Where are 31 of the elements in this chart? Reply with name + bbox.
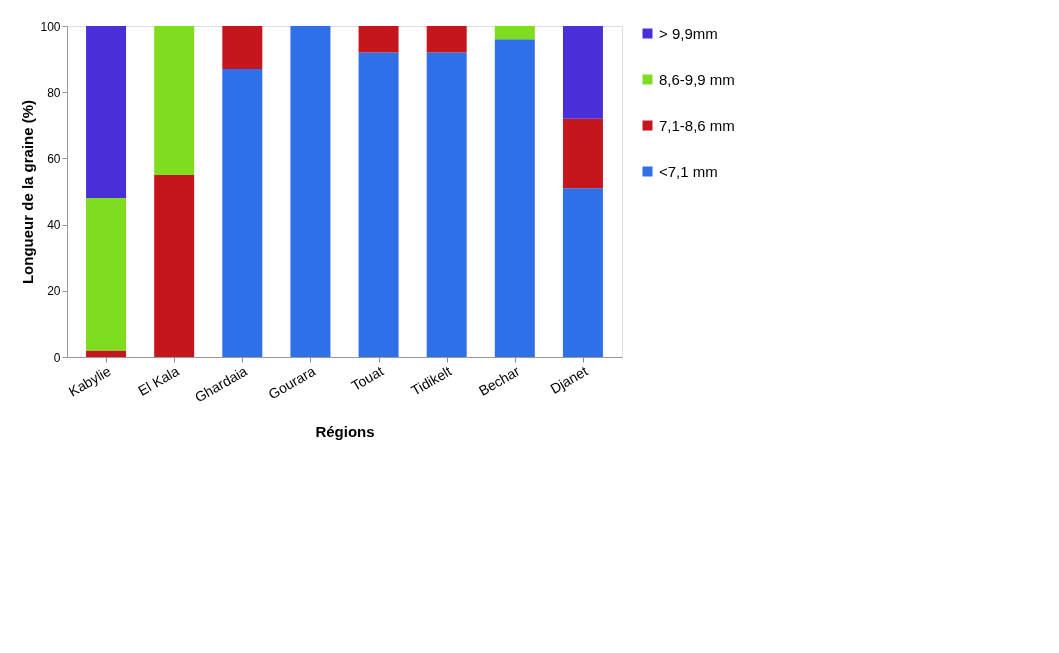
legend-label: <7,1 mm [659, 162, 718, 180]
legend-label: 7,1-8,6 mm [659, 116, 735, 134]
bar [358, 52, 399, 357]
y-tick-label: 20 [47, 284, 61, 299]
bar [154, 26, 195, 175]
bar [494, 26, 535, 40]
bar [290, 26, 331, 357]
y-axis-title: Longueur de la graine (%) [19, 99, 37, 285]
bar [426, 52, 467, 357]
bar [562, 26, 603, 119]
bar [154, 174, 195, 357]
y-tick-label: 0 [53, 350, 61, 365]
x-tick-label: Touat [348, 362, 387, 394]
legend-label: 8,6-9,9 mm [659, 70, 735, 88]
bar [562, 188, 603, 357]
bar [222, 26, 263, 70]
bar [426, 26, 467, 53]
y-tick-label: 60 [47, 151, 61, 166]
bar [358, 26, 399, 53]
bar [562, 118, 603, 189]
x-tick-label: El Kala [135, 362, 182, 399]
bar [86, 26, 127, 199]
y-tick-label: 40 [47, 218, 61, 233]
legend-label: > 9,9mm [659, 24, 718, 42]
y-tick-label: 80 [47, 85, 61, 100]
x-axis-title: Régions [315, 423, 375, 441]
bar [494, 39, 535, 357]
bar [86, 198, 127, 351]
bar [222, 69, 263, 357]
bar [86, 350, 127, 357]
y-tick-label: 100 [40, 19, 61, 34]
